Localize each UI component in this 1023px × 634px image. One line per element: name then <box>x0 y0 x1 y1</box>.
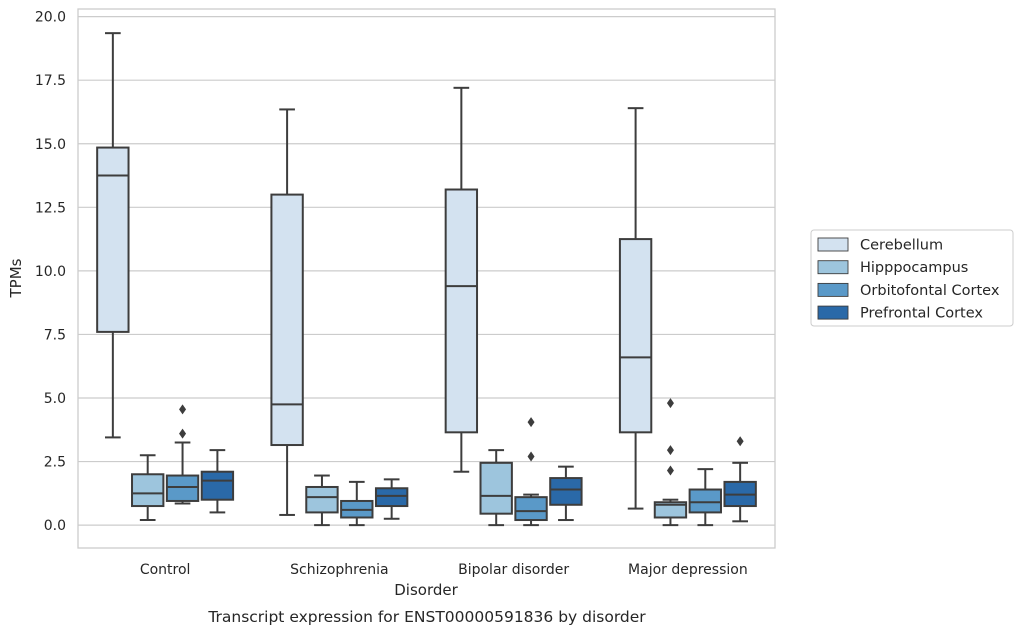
box-iqr <box>514 496 548 522</box>
box-group <box>479 449 513 527</box>
legend: Cerebellum Hipppocampus Orbitofontal Corte… <box>810 229 1014 327</box>
box-iqr <box>165 474 200 502</box>
box-group <box>200 449 235 514</box>
y-tick-label: 0.0 <box>44 518 66 534</box>
box-series <box>96 32 757 527</box>
legend-label: Hipppocampus <box>860 260 968 276</box>
box-group <box>96 32 130 439</box>
box-group <box>549 465 583 522</box>
legend-swatch <box>817 237 849 252</box>
y-tick-label: 5.0 <box>44 391 66 407</box>
y-tick-labels: 0.0 2.5 5.0 7.5 10.0 12.5 15.0 17.5 20.0 <box>35 10 66 534</box>
box-iqr <box>688 488 722 514</box>
y-axis-title: TPMs <box>7 258 25 298</box>
box-group <box>688 468 722 527</box>
box-group <box>270 108 304 516</box>
y-tick-label: 7.5 <box>44 327 66 343</box>
box-group <box>305 474 339 527</box>
box-iqr <box>200 470 235 501</box>
box-group <box>723 436 757 523</box>
legend-swatch <box>817 260 849 275</box>
y-tick-label: 17.5 <box>35 73 66 89</box>
x-tick-label: Bipolar disorder <box>458 562 569 578</box>
box-group <box>444 86 479 473</box>
legend-label: Orbitofontal Cortex <box>860 283 1000 299</box>
box-group <box>514 417 548 527</box>
box-iqr <box>305 485 339 514</box>
box-iqr <box>270 193 304 447</box>
box-group <box>618 107 653 510</box>
legend-frame <box>810 229 1014 327</box>
box-iqr <box>131 473 165 508</box>
box-iqr <box>479 461 513 515</box>
outlier-point <box>666 445 674 456</box>
box-iqr <box>653 501 688 519</box>
legend-entries: Cerebellum Hipppocampus Orbitofontal Corte… <box>817 237 1000 322</box>
chart-caption: Transcript expression for ENST0000059183… <box>207 608 646 626</box>
plot-area <box>77 8 776 549</box>
legend-label: Prefrontal Cortex <box>860 306 983 322</box>
box-group <box>131 454 165 522</box>
box-group <box>374 478 409 520</box>
outlier-point <box>527 451 535 462</box>
outlier-point <box>736 436 744 447</box>
legend-label: Cerebellum <box>860 238 943 254</box>
y-tick-label: 2.5 <box>44 455 66 471</box>
box-iqr <box>549 477 583 506</box>
x-axis-title: Disorder <box>394 581 458 599</box>
box-iqr <box>618 238 653 434</box>
outlier-point <box>527 417 535 428</box>
y-tick-label: 10.0 <box>35 264 66 280</box>
y-tick-label: 15.0 <box>35 137 66 153</box>
y-tick-label: 20.0 <box>35 10 66 26</box>
box-group <box>653 398 688 527</box>
box-iqr <box>96 146 130 333</box>
box-iqr <box>374 487 409 508</box>
outlier-point <box>666 398 674 409</box>
legend-swatch <box>817 282 849 297</box>
box-group <box>340 480 374 527</box>
outlier-point <box>179 404 187 415</box>
box-iqr <box>444 188 479 434</box>
grid-lines <box>78 16 775 526</box>
box-group <box>165 404 200 505</box>
y-tick-label: 12.5 <box>35 200 66 216</box>
outlier-point <box>179 428 187 439</box>
x-tick-labels: Control Schizophrenia Bipolar disorder Majo… <box>140 562 748 578</box>
x-tick-label: Schizophrenia <box>290 562 388 578</box>
x-tick-label: Major depression <box>628 562 748 578</box>
legend-swatch <box>817 305 849 320</box>
x-tick-label: Control <box>140 562 191 578</box>
outlier-point <box>666 465 674 476</box>
